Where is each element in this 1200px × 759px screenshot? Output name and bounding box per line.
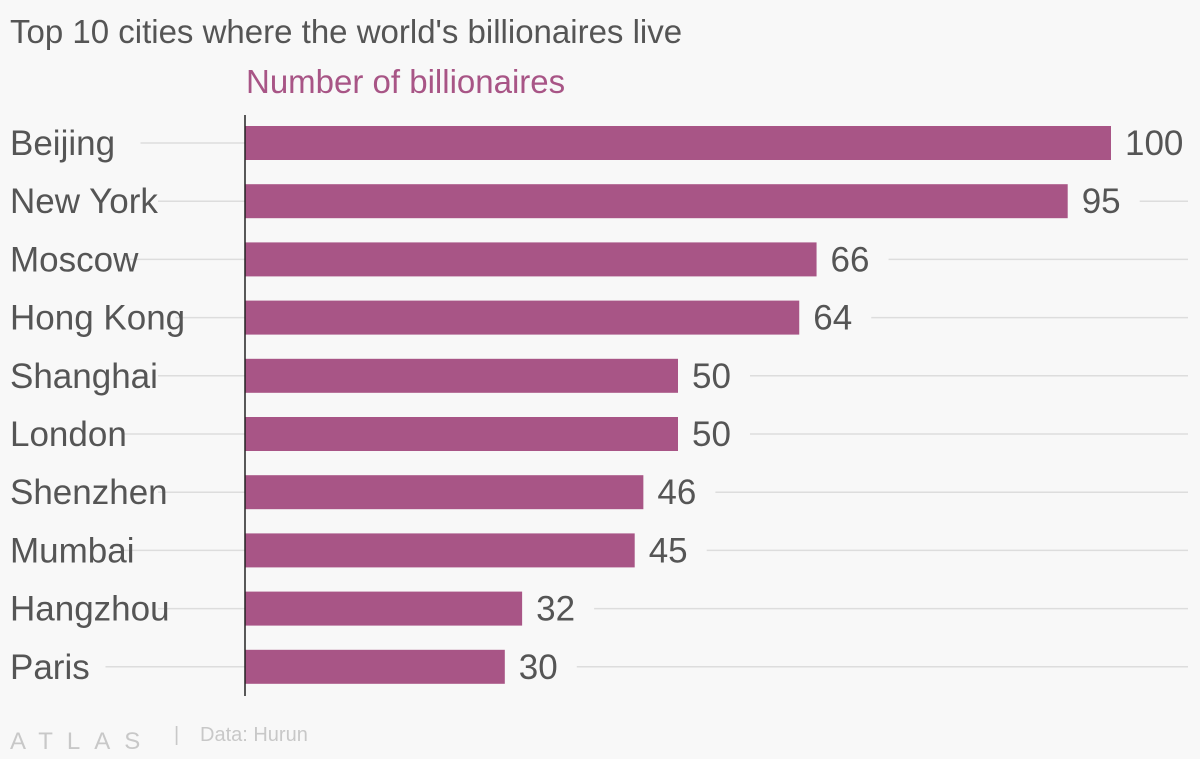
category-label-moscow: Moscow bbox=[10, 240, 139, 279]
category-label-shenzhen: Shenzhen bbox=[10, 473, 168, 512]
value-label-london: 50 bbox=[692, 415, 731, 454]
bar-shenzhen bbox=[245, 475, 644, 510]
bar-hong-kong bbox=[245, 300, 800, 335]
brand-logo: ATLAS bbox=[10, 728, 154, 755]
bar-moscow bbox=[245, 242, 817, 277]
value-label-paris: 30 bbox=[519, 648, 558, 687]
category-label-paris: Paris bbox=[10, 648, 90, 687]
bar-shanghai bbox=[245, 358, 678, 393]
bar-hangzhou bbox=[245, 591, 523, 626]
value-label-shenzhen: 46 bbox=[657, 473, 696, 512]
category-labels: Beijing New York Moscow Hong Kong Shanghai Lo… bbox=[10, 124, 185, 687]
bars bbox=[245, 126, 1111, 684]
bar-mumbai bbox=[245, 533, 635, 568]
category-label-beijing: Beijing bbox=[10, 124, 115, 163]
category-label-hong-kong: Hong Kong bbox=[10, 299, 185, 338]
chart-title: Top 10 cities where the world's billiona… bbox=[10, 13, 682, 50]
category-label-mumbai: Mumbai bbox=[10, 531, 134, 570]
bar-london bbox=[245, 417, 678, 451]
value-label-beijing: 100 bbox=[1125, 124, 1183, 163]
value-label-new-york: 95 bbox=[1082, 182, 1121, 221]
data-source: Data: Hurun bbox=[200, 724, 308, 746]
footer: ATLAS | Data: Hurun bbox=[10, 724, 308, 755]
value-label-hangzhou: 32 bbox=[536, 590, 575, 629]
footer-divider: | bbox=[174, 724, 179, 746]
bar-paris bbox=[245, 649, 505, 684]
value-label-moscow: 66 bbox=[831, 240, 870, 279]
bar-new-york bbox=[245, 184, 1068, 219]
category-label-london: London bbox=[10, 415, 127, 454]
value-label-shanghai: 50 bbox=[692, 357, 731, 396]
gridlines bbox=[105, 142, 1188, 668]
bar-beijing bbox=[245, 126, 1111, 160]
category-label-shanghai: Shanghai bbox=[10, 357, 158, 396]
category-label-hangzhou: Hangzhou bbox=[10, 590, 170, 629]
value-label-hong-kong: 64 bbox=[813, 299, 852, 338]
value-label-mumbai: 45 bbox=[649, 531, 688, 570]
category-label-new-york: New York bbox=[10, 182, 158, 221]
chart-subtitle: Number of billionaires bbox=[246, 63, 565, 100]
